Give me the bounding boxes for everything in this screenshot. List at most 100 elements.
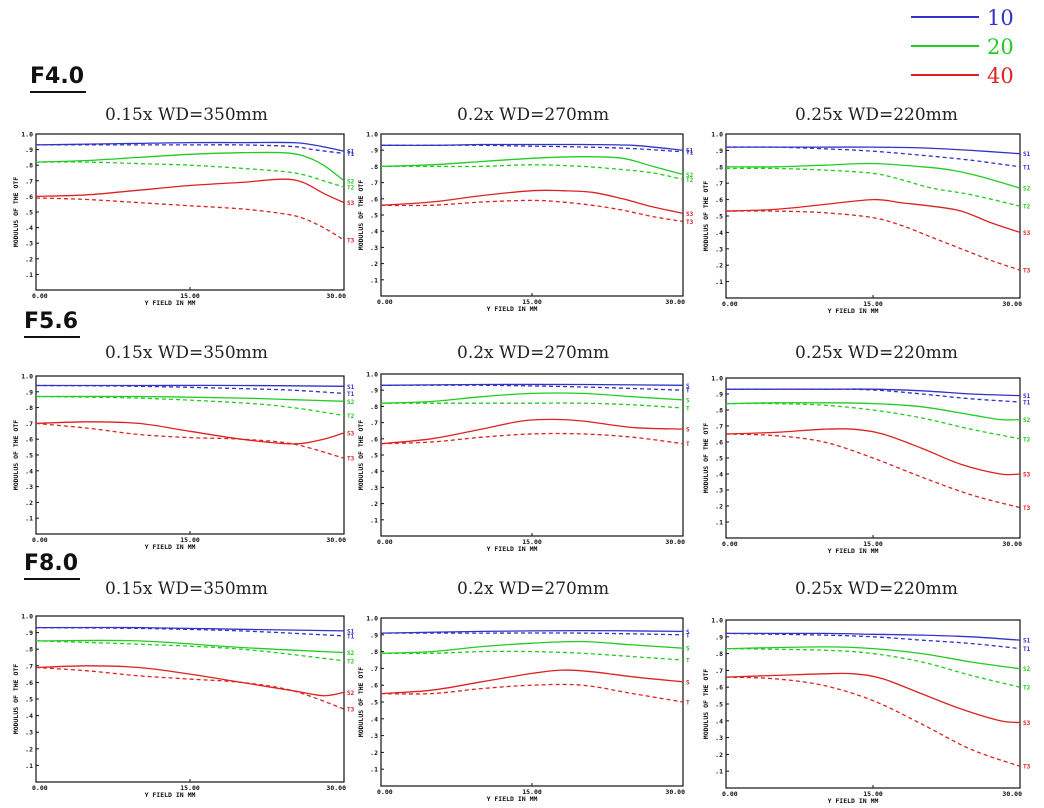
aperture-label-f56: F5.6 bbox=[24, 309, 81, 338]
x-tick-label: 30.00 bbox=[665, 788, 685, 796]
series-end-label: S2 bbox=[347, 690, 355, 697]
panel-title: 0.15x WD=350mm bbox=[105, 343, 268, 363]
x-tick-label: 0.00 bbox=[722, 790, 738, 798]
series-end-label: T1 bbox=[347, 391, 355, 398]
mtf-chart: .1 .2 .3 .4 .5 .6 .7 .8 .9 1.0 0.00 15.00 30.00 Y FIE… bbox=[357, 615, 690, 804]
x-axis-label: Y FIELD IN MM bbox=[487, 545, 538, 553]
series-end-label: S bbox=[686, 397, 690, 404]
y-tick-label: .6 bbox=[370, 195, 378, 203]
plot-frame bbox=[35, 133, 345, 291]
y-axis-label: MODULUS OF THE OTF bbox=[702, 423, 710, 494]
y-tick-label: .4 bbox=[370, 228, 378, 236]
mtf-series-line bbox=[35, 421, 345, 445]
series-end-label: T3 bbox=[1023, 764, 1031, 771]
panel-title: 0.2x WD=270mm bbox=[457, 343, 610, 363]
y-axis-label: MODULUS OF THE OTF bbox=[12, 420, 20, 491]
mtf-series-line bbox=[725, 198, 1021, 234]
x-axis-label: Y FIELD IN MM bbox=[145, 543, 196, 551]
y-tick-label: .2 bbox=[370, 260, 378, 268]
mtf-series-line bbox=[36, 144, 345, 155]
y-tick-label: 1.0 bbox=[366, 615, 378, 623]
series-end-label: S3 bbox=[347, 200, 355, 207]
y-tick-label: .2 bbox=[25, 745, 33, 753]
mtf-series-line bbox=[35, 197, 345, 241]
y-tick-label: .1 bbox=[370, 766, 378, 774]
mtf-series-line bbox=[35, 178, 345, 204]
mtf-series-line bbox=[725, 402, 1021, 440]
y-tick-label: .6 bbox=[370, 435, 378, 443]
mtf-series-line bbox=[35, 665, 345, 697]
series-end-label: S bbox=[686, 629, 690, 636]
x-axis-label: Y FIELD IN MM bbox=[145, 299, 196, 307]
legend-swatch-20 bbox=[911, 45, 979, 47]
mtf-series-line bbox=[381, 144, 684, 153]
mtf-series-line bbox=[725, 162, 1021, 189]
y-tick-label: .7 bbox=[715, 180, 723, 188]
series-end-label: S2 bbox=[347, 650, 355, 657]
y-tick-label: .6 bbox=[715, 439, 723, 447]
legend-item-10: 10 bbox=[905, 6, 1035, 30]
y-tick-label: .8 bbox=[25, 646, 33, 654]
y-tick-label: .2 bbox=[370, 500, 378, 508]
y-axis-label: MODULUS OF THE OTF bbox=[12, 664, 20, 735]
x-tick-label: 0.00 bbox=[377, 788, 393, 796]
mtf-series-line bbox=[380, 683, 684, 703]
mtf-series-line bbox=[725, 402, 1021, 421]
y-tick-label: .8 bbox=[370, 403, 378, 411]
mtf-series-line bbox=[725, 676, 1021, 767]
y-tick-label: .4 bbox=[715, 471, 723, 479]
y-tick-label: .9 bbox=[25, 146, 33, 154]
series-end-label: T1 bbox=[686, 149, 694, 156]
y-tick-label: .7 bbox=[370, 179, 378, 187]
panel-title: 0.25x WD=220mm bbox=[795, 105, 958, 125]
series-end-label: T2 bbox=[1023, 436, 1031, 443]
y-tick-label: 1.0 bbox=[21, 131, 33, 139]
series-end-label: T bbox=[686, 632, 690, 639]
x-tick-label: 0.00 bbox=[32, 536, 48, 544]
y-tick-label: .6 bbox=[715, 196, 723, 204]
x-tick-label: 0.00 bbox=[377, 538, 393, 546]
x-axis-label: Y FIELD IN MM bbox=[487, 795, 538, 803]
series-end-label: S bbox=[686, 679, 690, 686]
aperture-label-f4: F4.0 bbox=[30, 64, 87, 93]
y-tick-label: .1 bbox=[370, 516, 378, 524]
y-tick-label: .5 bbox=[370, 452, 378, 460]
y-tick-label: .6 bbox=[370, 682, 378, 690]
x-axis-label: Y FIELD IN MM bbox=[828, 797, 879, 805]
y-tick-label: .8 bbox=[370, 163, 378, 171]
mtf-series-line bbox=[380, 629, 684, 634]
x-tick-label: 30.00 bbox=[326, 784, 346, 792]
y-tick-label: .1 bbox=[715, 519, 723, 527]
mtf-series-line bbox=[726, 388, 1021, 397]
mtf-chart: .1 .2 .3 .4 .5 .6 .7 .8 .9 1.0 0.00 15.00 30.00 Y FIE… bbox=[357, 131, 694, 314]
mtf-series-line bbox=[35, 395, 345, 402]
panel-title: 0.25x WD=220mm bbox=[795, 579, 958, 599]
series-end-label: T3 bbox=[1023, 505, 1031, 512]
x-tick-label: 30.00 bbox=[1002, 790, 1022, 798]
panel-title: 0.25x WD=220mm bbox=[795, 343, 958, 363]
x-tick-label: 0.00 bbox=[722, 300, 738, 308]
x-tick-label: 0.00 bbox=[377, 298, 393, 306]
mtf-series-line bbox=[725, 210, 1021, 271]
series-end-label: S3 bbox=[1023, 230, 1031, 237]
aperture-label-f8: F8.0 bbox=[24, 551, 81, 580]
y-tick-label: 1.0 bbox=[366, 131, 378, 139]
mtf-series-line bbox=[36, 384, 345, 387]
y-tick-label: .1 bbox=[25, 762, 33, 770]
y-tick-label: .5 bbox=[715, 455, 723, 463]
mtf-series-line bbox=[380, 156, 684, 176]
series-end-label: T2 bbox=[1023, 204, 1031, 211]
series-end-label: T2 bbox=[1023, 685, 1031, 692]
series-end-label: T bbox=[686, 658, 690, 665]
y-tick-label: .4 bbox=[715, 229, 723, 237]
y-tick-label: .7 bbox=[25, 177, 33, 185]
y-tick-label: .8 bbox=[715, 163, 723, 171]
mtf-series-line bbox=[35, 640, 345, 662]
mtf-series-line bbox=[380, 392, 684, 404]
y-tick-label: .9 bbox=[370, 631, 378, 639]
y-tick-label: .4 bbox=[370, 468, 378, 476]
y-tick-label: .8 bbox=[370, 648, 378, 656]
y-tick-label: .1 bbox=[715, 768, 723, 776]
mtf-series-line bbox=[380, 640, 684, 654]
mtf-series-line bbox=[35, 141, 345, 152]
